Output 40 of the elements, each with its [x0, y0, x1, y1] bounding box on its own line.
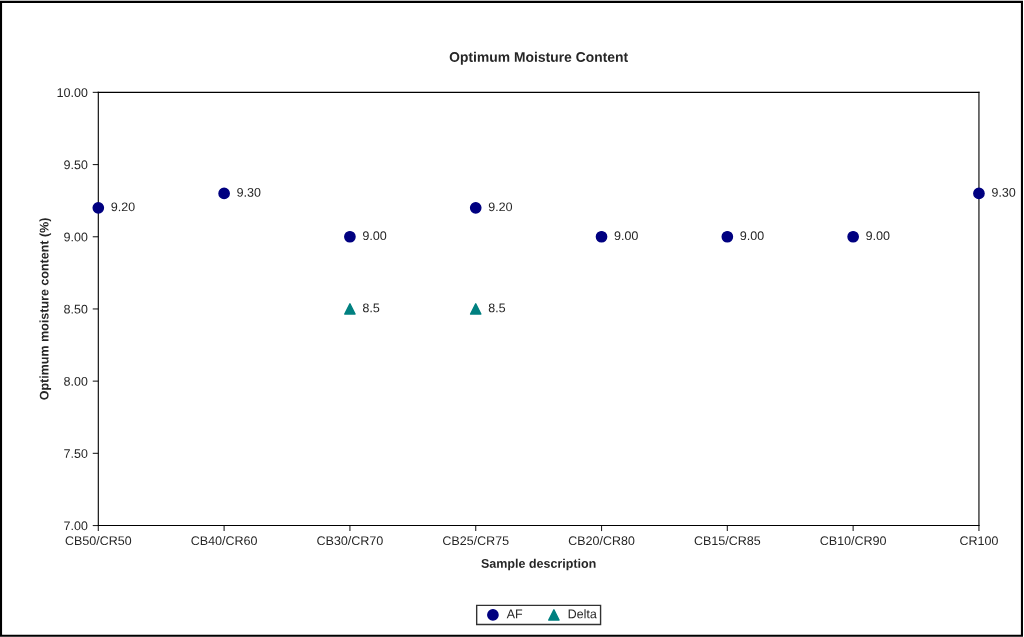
data-label: 9.30: [237, 187, 261, 197]
legend-label: AF: [506, 609, 523, 619]
y-tick-label: 8.00: [64, 376, 88, 386]
x-tick-label: CB30/CR70: [317, 535, 383, 546]
x-tick-label: CB50/CR50: [65, 535, 132, 546]
data-label: 9.00: [866, 231, 890, 241]
data-label: 9.00: [740, 231, 764, 241]
y-tick-label: 7.50: [64, 449, 88, 458]
y-tick-label: 9.50: [64, 160, 88, 170]
data-label: 8.5: [362, 303, 380, 313]
point: [721, 230, 734, 243]
y-tick-label: 8.50: [64, 304, 88, 314]
x-axis-title: Sample description: [481, 558, 596, 571]
point: [218, 187, 230, 200]
data-label: 9.20: [488, 202, 513, 212]
point: [344, 303, 356, 315]
legend-label: Delta: [568, 609, 597, 619]
x-tick-label: CB40/CR60: [191, 535, 257, 546]
point: [469, 303, 482, 315]
data-label: 9.00: [363, 231, 387, 241]
point: [595, 230, 608, 243]
x-tick-label: CB15/CR85: [694, 535, 761, 546]
x-tick-label: CB25/CR75: [443, 535, 509, 546]
point: [469, 202, 482, 214]
x-tick-label: CB10/CR90: [820, 535, 886, 546]
data-label: 9.20: [111, 202, 135, 212]
y-tick-label: 7.00: [64, 521, 88, 531]
point: [344, 230, 356, 243]
y-tick-label: 10.00: [57, 88, 88, 98]
x-tick-label: CR100: [960, 536, 998, 546]
point: [92, 202, 105, 214]
point: [847, 230, 859, 243]
x-tick-label: CB20/CR80: [568, 535, 635, 546]
data-label: 9.00: [614, 231, 638, 241]
y-axis-title: Optimum moisture content (%): [39, 218, 52, 400]
y-tick-label: 9.00: [64, 232, 88, 242]
data-label: 8.5: [488, 303, 506, 313]
chart-title: Optimum Moisture Content: [449, 51, 628, 65]
point: [973, 187, 985, 200]
data-label: 9.30: [992, 187, 1016, 197]
